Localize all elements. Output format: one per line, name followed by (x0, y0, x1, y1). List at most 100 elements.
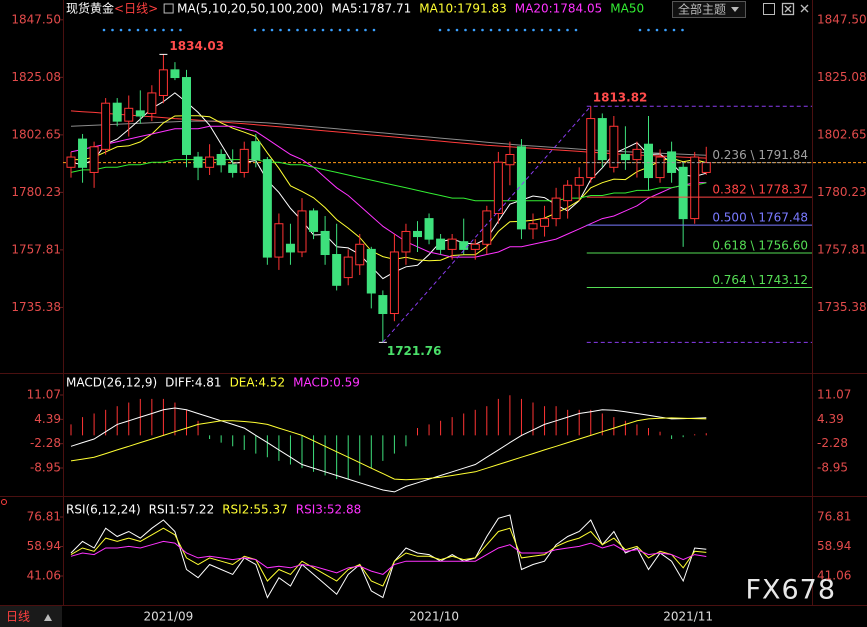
series-line (70, 125, 707, 258)
candle-body (158, 69, 168, 96)
close-icon[interactable] (781, 2, 809, 16)
dropdown-box[interactable] (672, 1, 746, 18)
y-tick-label: 1757.81 (11, 242, 61, 256)
candle-body (216, 153, 226, 166)
event-dot (304, 28, 308, 32)
candle-body (239, 148, 249, 173)
y-tick-label-right: 41.06 (817, 568, 851, 582)
fib-label: 0.382 \ 1778.37 (712, 183, 808, 197)
low-label: 1721.76 (387, 344, 442, 358)
candle-body (251, 141, 261, 161)
event-dot (681, 28, 684, 32)
candle-body (413, 230, 422, 238)
header-text: DEA:4.52 (230, 376, 286, 390)
candle-body (563, 184, 573, 202)
candle-body (309, 210, 319, 232)
fib-label: 0.236 \ 1791.84 (712, 148, 808, 162)
candle-body (597, 118, 607, 161)
candle-body (147, 92, 157, 114)
event-dot (262, 28, 265, 32)
series-line (70, 527, 707, 587)
series-line (70, 159, 707, 202)
tab-label[interactable]: 日线 (6, 610, 30, 624)
event-dot (549, 28, 552, 32)
header-text: RSI(6,12,24) (66, 503, 141, 517)
dropdown-label[interactable]: 全部主题 (678, 2, 726, 17)
event-dot (664, 28, 667, 32)
series-line (70, 540, 707, 575)
candle-body (701, 162, 711, 173)
high-label: 1834.03 (169, 39, 224, 53)
event-dot (515, 28, 518, 32)
event-dot (355, 28, 359, 32)
candle-body (620, 153, 630, 161)
candle-body (447, 238, 457, 250)
close-stroke[interactable] (784, 5, 792, 13)
y-tick-label-right: 1802.65 (817, 127, 867, 141)
candle-body (690, 156, 700, 220)
event-dot (364, 28, 367, 32)
candle-body (401, 230, 411, 253)
event-dot (455, 28, 459, 32)
event-dot (498, 28, 501, 32)
event-dot (506, 28, 510, 32)
candle-body (586, 118, 596, 179)
candle-body (332, 254, 342, 286)
event-dot (128, 28, 131, 32)
candle-body (378, 295, 388, 315)
dropdown-arrow[interactable] (731, 7, 739, 12)
window-icon[interactable] (763, 3, 775, 15)
event-dot (574, 28, 578, 32)
y-tick-label: 1780.23 (11, 185, 61, 199)
y-tick-label: 11.07 (27, 387, 61, 401)
event-dot (532, 28, 535, 32)
event-dot (672, 28, 676, 32)
y-tick-label-right: 1825.08 (817, 70, 867, 84)
candle-body (516, 146, 526, 230)
event-dot (145, 28, 148, 32)
y-tick-label: 4.39 (34, 412, 61, 426)
header-text: MA5:1787.71 (331, 2, 411, 16)
x-tick-label: 2021/11 (663, 610, 713, 624)
event-dot (438, 28, 442, 32)
header-text: RSI1:57.22 (149, 503, 215, 517)
tab-arrow[interactable] (44, 614, 52, 621)
fib-label: 0.500 \ 1767.48 (712, 211, 808, 225)
series-line (71, 115, 707, 262)
candle-body (262, 159, 272, 258)
header-text: MACD:0.59 (293, 376, 360, 390)
y-tick-label-right: 11.07 (817, 387, 851, 401)
candle-body (182, 77, 191, 155)
candle-body (609, 125, 619, 168)
y-tick-label-right: 1780.23 (817, 185, 867, 199)
y-tick-label-right: 76.81 (817, 509, 851, 523)
fib-label: 0.618 \ 1756.60 (712, 238, 808, 252)
indicator-icon (1, 499, 7, 505)
candle-body (285, 243, 295, 253)
event-dot (566, 28, 569, 32)
theme-dropdown[interactable]: 全部主题 (672, 1, 746, 18)
candle-body (540, 218, 550, 227)
candle-body (193, 156, 203, 168)
header-text: RSI3:52.88 (296, 503, 362, 517)
candle-body (112, 102, 122, 122)
close-stroke[interactable] (800, 4, 809, 13)
tab-box[interactable] (0, 606, 62, 627)
header-text: MA(5,10,20,50,100,200) (177, 2, 323, 16)
y-tick-label-right: 4.39 (817, 412, 844, 426)
event-dot (162, 28, 165, 32)
period-tab[interactable]: 日线 (0, 606, 62, 627)
event-dot (296, 28, 299, 32)
candle-body (320, 230, 330, 256)
event-dot (638, 28, 642, 32)
event-dot (489, 28, 493, 32)
candle-body (644, 143, 653, 179)
x-tick-label: 2021/09 (143, 610, 193, 624)
event-dot (523, 28, 527, 32)
candle-body (493, 161, 503, 214)
y-tick-label: 1735.38 (11, 300, 61, 314)
close-box[interactable] (781, 2, 795, 16)
candle-body (632, 148, 642, 161)
event-dot (557, 28, 561, 32)
candle-body (655, 156, 665, 179)
